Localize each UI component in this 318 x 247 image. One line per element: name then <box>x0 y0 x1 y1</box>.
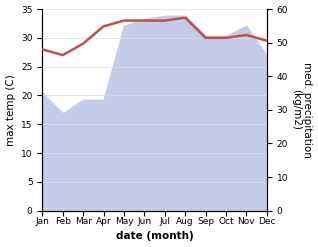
Y-axis label: max temp (C): max temp (C) <box>5 74 16 146</box>
X-axis label: date (month): date (month) <box>116 231 193 242</box>
Y-axis label: med. precipitation
(kg/m2): med. precipitation (kg/m2) <box>291 62 313 158</box>
